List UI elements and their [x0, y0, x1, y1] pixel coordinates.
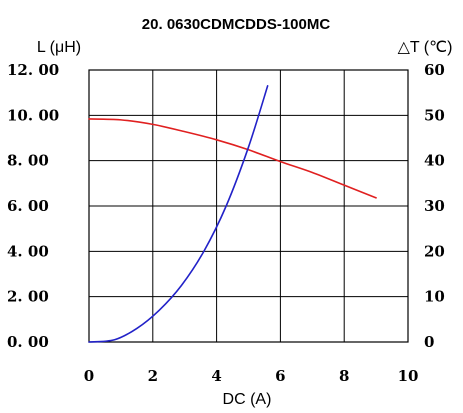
y-left-tick-label: 4. 00: [7, 242, 49, 260]
inductance-line: [88, 118, 377, 199]
y-right-tick-label: 40: [424, 152, 445, 170]
x-tick-label: 8: [339, 367, 349, 385]
y-right-axis-label: △T (℃): [398, 39, 453, 56]
y-left-tick-label: 6. 00: [7, 197, 49, 215]
y-left-tick-label: 2. 00: [7, 288, 49, 306]
x-tick-label: 4: [211, 367, 221, 385]
y-left-tick-labels: 0. 00 2. 00 4. 00 6. 00 8. 00 10. 00 12. 00: [7, 61, 59, 351]
y-right-tick-label: 10: [424, 288, 445, 306]
y-right-tick-labels: 0 10 20 30 40 50 60: [424, 61, 445, 351]
y-right-tick-label: 0: [424, 333, 434, 351]
temperature-rise-line: [88, 85, 269, 343]
x-tick-label: 10: [398, 367, 419, 385]
y-right-tick-label: 60: [424, 61, 445, 79]
y-left-tick-label: 12. 00: [7, 61, 59, 79]
y-left-tick-label: 0. 00: [7, 333, 49, 351]
x-axis-label: DC (A): [223, 391, 272, 408]
y-left-tick-label: 10. 00: [7, 106, 59, 124]
x-tick-label: 6: [275, 367, 285, 385]
x-tick-label: 0: [84, 367, 94, 385]
y-left-axis-label: L (μH): [37, 39, 81, 56]
chart-title: 20. 0630CDMCDDS-100MC: [142, 16, 331, 33]
x-tick-labels: 0 2 4 6 8 10: [84, 367, 419, 385]
y-right-tick-label: 20: [424, 242, 445, 260]
series-group: [88, 85, 377, 343]
plot-frame: [88, 69, 409, 343]
grid: [89, 70, 408, 342]
y-right-tick-label: 50: [424, 106, 445, 124]
y-left-tick-label: 8. 00: [7, 152, 49, 170]
y-right-tick-label: 30: [424, 197, 445, 215]
x-tick-label: 2: [148, 367, 158, 385]
